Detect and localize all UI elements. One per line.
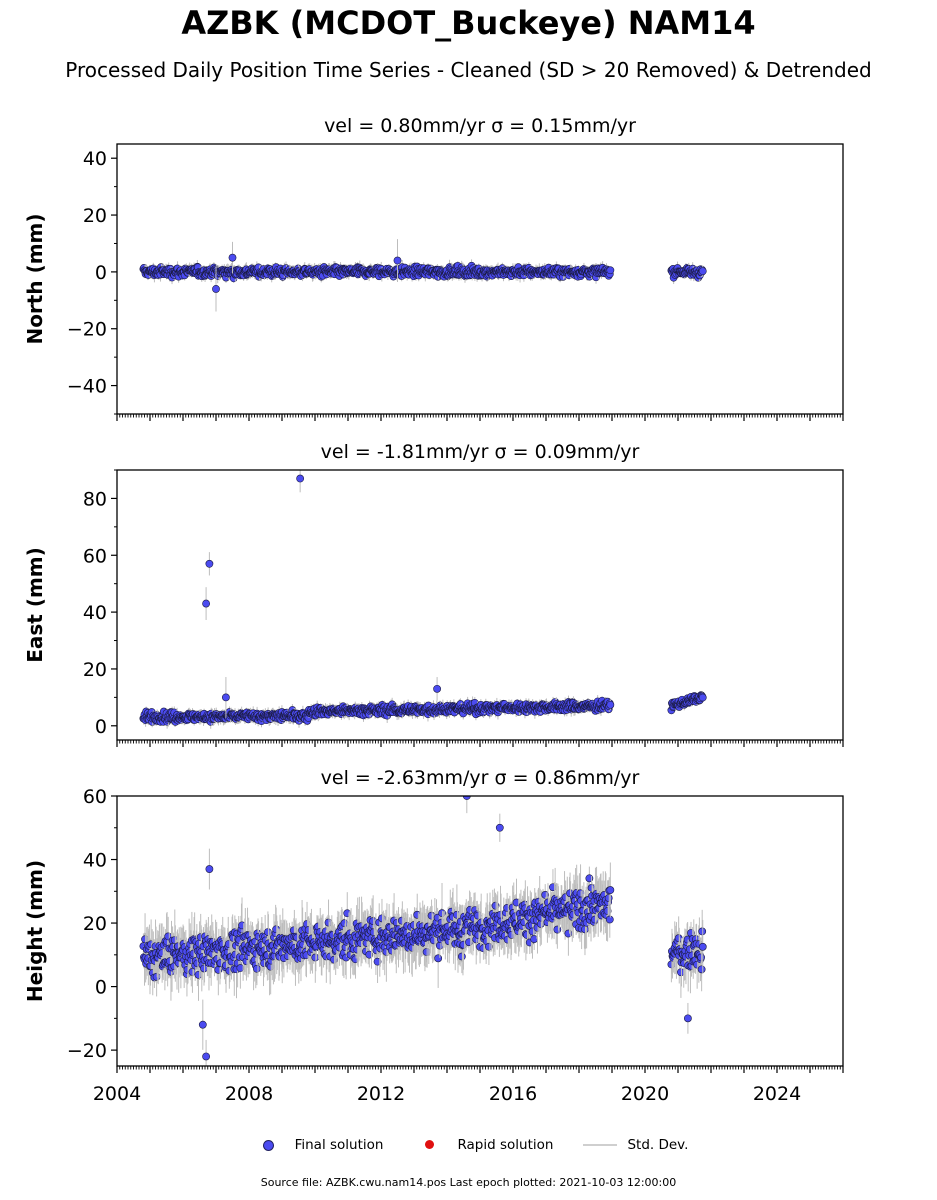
y-tick-label: 40 xyxy=(83,602,107,624)
y-tick-label: 0 xyxy=(95,262,107,284)
y-tick-label: 80 xyxy=(83,488,107,510)
y-axis-label: Height (mm) xyxy=(23,860,47,1002)
data-point xyxy=(393,256,402,265)
y-axis-label: North (mm) xyxy=(23,213,47,344)
data-point xyxy=(221,693,230,702)
data-point xyxy=(606,266,615,275)
panel-title: vel = 0.80mm/yr σ = 0.15mm/yr xyxy=(324,115,636,137)
data-point xyxy=(606,700,615,709)
data-point xyxy=(252,964,261,973)
data-point xyxy=(205,559,214,568)
data-point xyxy=(698,267,707,276)
y-tick-label: 60 xyxy=(83,545,107,567)
y-tick-label: 20 xyxy=(83,205,107,227)
data-point xyxy=(228,253,237,262)
data-points-group xyxy=(139,470,707,729)
panel-title: vel = -1.81mm/yr σ = 0.09mm/yr xyxy=(321,441,640,463)
y-tick-label: 40 xyxy=(83,148,107,170)
data-point xyxy=(152,972,161,981)
y-tick-label: 0 xyxy=(95,716,107,738)
y-tick-label: −40 xyxy=(67,376,107,398)
y-tick-label: 20 xyxy=(83,659,107,681)
data-point xyxy=(296,474,305,483)
chart-title: AZBK (MCDOT_Buckeye) NAM14 xyxy=(181,4,756,42)
data-point xyxy=(698,693,707,702)
panel-title: vel = -2.63mm/yr σ = 0.86mm/yr xyxy=(321,767,640,789)
chart-subtitle: Processed Daily Position Time Series - C… xyxy=(65,58,872,82)
data-point xyxy=(212,285,220,293)
data-point xyxy=(311,953,320,962)
data-points-group xyxy=(139,239,707,312)
data-point xyxy=(433,684,441,693)
y-tick-label: −20 xyxy=(67,319,107,341)
y-axis-label: East (mm) xyxy=(23,547,47,663)
data-point xyxy=(202,599,210,608)
data-points-group xyxy=(139,796,707,1066)
